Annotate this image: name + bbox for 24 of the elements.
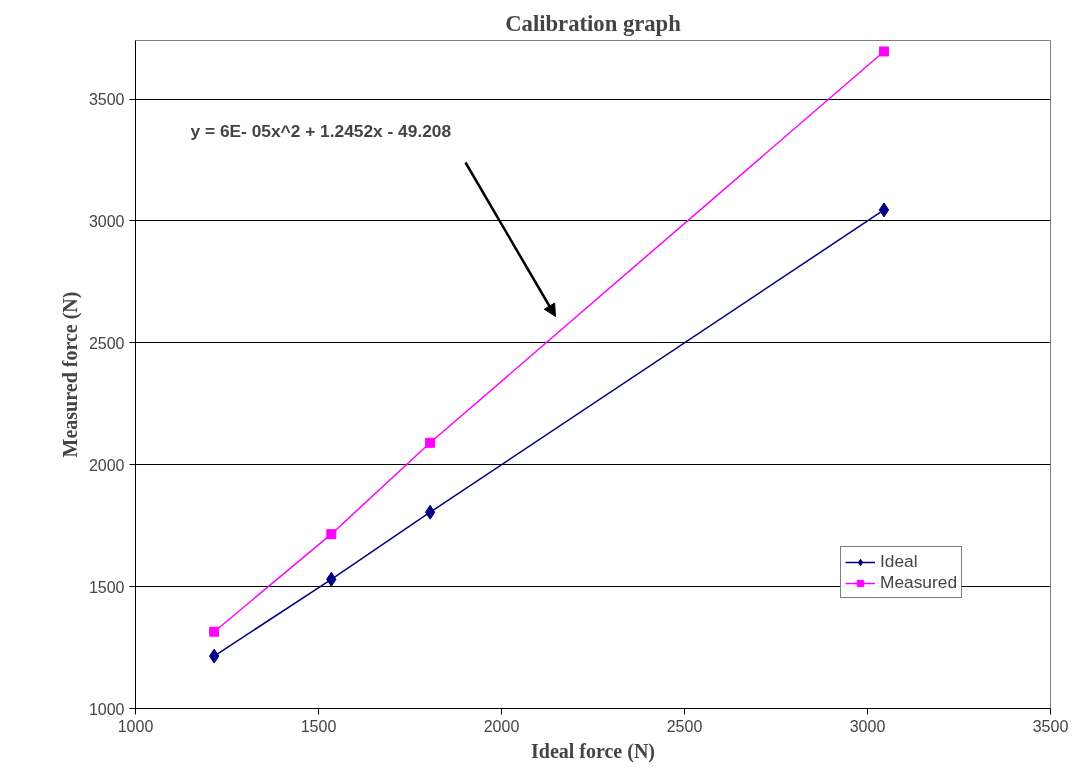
- point: [878, 202, 890, 218]
- legend-label: Measured: [880, 572, 958, 593]
- x-tick-label: 1000: [117, 717, 154, 735]
- y-axis-title: Measured force (N): [58, 291, 82, 458]
- x-tick-label: 1500: [300, 717, 337, 735]
- y-tick-label: 1000: [88, 700, 125, 718]
- x-tick-label: 2000: [483, 717, 520, 735]
- point: [424, 504, 436, 520]
- chart-title: Calibration graph: [505, 10, 682, 36]
- annotation: y = 6E- 05x^2 + 1.2452x - 49.208: [190, 120, 452, 141]
- legend-label: Ideal: [880, 551, 918, 572]
- x-tick-label: 3000: [849, 717, 886, 735]
- point: [425, 437, 436, 448]
- point: [326, 529, 337, 540]
- y-tick-label: 1500: [88, 578, 125, 596]
- y-tick-label: 2000: [88, 456, 125, 474]
- point: [209, 626, 220, 637]
- y-tick-label: 3500: [88, 91, 125, 109]
- y-tick-label: 2500: [88, 334, 125, 352]
- x-tick-label: 2500: [666, 717, 703, 735]
- x-axis-title: Ideal force (N): [530, 739, 656, 763]
- y-tick-label: 3000: [88, 212, 125, 230]
- point: [878, 46, 889, 57]
- x-tick-label: 3500: [1032, 717, 1069, 735]
